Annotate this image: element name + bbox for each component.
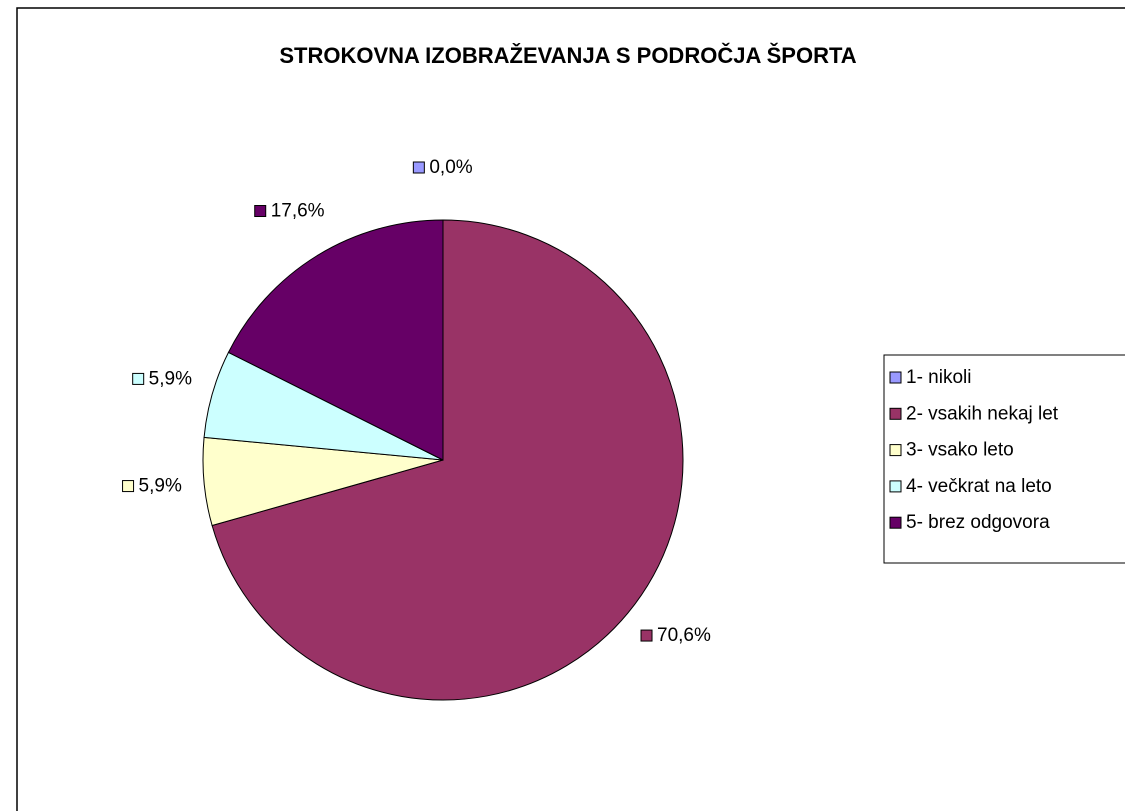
legend-label: 1- nikoli xyxy=(906,367,971,388)
legend-key xyxy=(889,480,902,493)
data-label-key xyxy=(254,205,267,218)
data-label: 70,6% xyxy=(657,625,711,646)
legend-label: 4- večkrat na leto xyxy=(906,476,1052,497)
data-label-key xyxy=(122,480,135,493)
chart-title: STROKOVNA IZOBRAŽEVANJA S PODROČJA ŠPORT… xyxy=(279,43,856,68)
legend-key xyxy=(889,371,902,384)
data-label: 5,9% xyxy=(149,368,192,389)
data-label: 0,0% xyxy=(429,157,472,178)
legend-label: 2- vsakih nekaj let xyxy=(906,403,1059,424)
legend-key xyxy=(889,516,902,529)
data-label-key xyxy=(412,161,425,174)
data-label-key xyxy=(640,629,653,642)
data-label: 17,6% xyxy=(271,201,325,222)
data-label-key xyxy=(132,372,145,385)
legend-key xyxy=(889,444,902,457)
legend-label: 3- vsako leto xyxy=(906,440,1014,461)
legend-box xyxy=(883,354,1125,564)
data-label: 5,9% xyxy=(139,476,182,497)
pie-slice xyxy=(211,219,684,701)
pie-slice xyxy=(227,219,444,461)
legend-label: 5- brez odgovora xyxy=(906,512,1050,533)
legend-key xyxy=(889,407,902,420)
